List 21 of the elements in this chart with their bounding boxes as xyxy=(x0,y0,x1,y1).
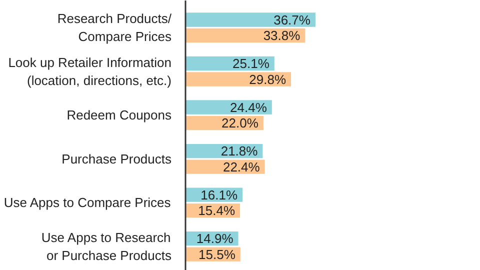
data-label: 29.8% xyxy=(249,72,286,87)
data-label: 22.0% xyxy=(222,116,259,131)
data-label: 16.1% xyxy=(200,187,238,202)
data-label: 22.4% xyxy=(222,159,260,174)
bar xyxy=(186,100,272,114)
bar xyxy=(186,72,292,86)
y-tick-label: Use Apps to Research or Purchase Products xyxy=(41,230,172,263)
data-label: 36.7% xyxy=(274,12,311,28)
data-label: 24.4% xyxy=(230,100,268,115)
y-tick-label: Research Products/ Compare Prices xyxy=(57,11,172,44)
y-tick-label: Use Apps to Compare Prices xyxy=(4,195,172,210)
data-label: 33.8% xyxy=(263,28,301,44)
y-tick-label: Redeem Coupons xyxy=(66,108,172,123)
data-label: 25.1% xyxy=(232,56,270,72)
data-label: 15.5% xyxy=(198,246,236,262)
data-label: 21.8% xyxy=(220,144,258,159)
y-tick-label: Purchase Products xyxy=(62,151,172,166)
y-tick-label: Look up Retailer Information (location, directions, etc.) xyxy=(8,54,172,88)
bar xyxy=(186,12,316,27)
data-label: 14.9% xyxy=(196,231,234,246)
data-label: 15.4% xyxy=(198,203,236,218)
